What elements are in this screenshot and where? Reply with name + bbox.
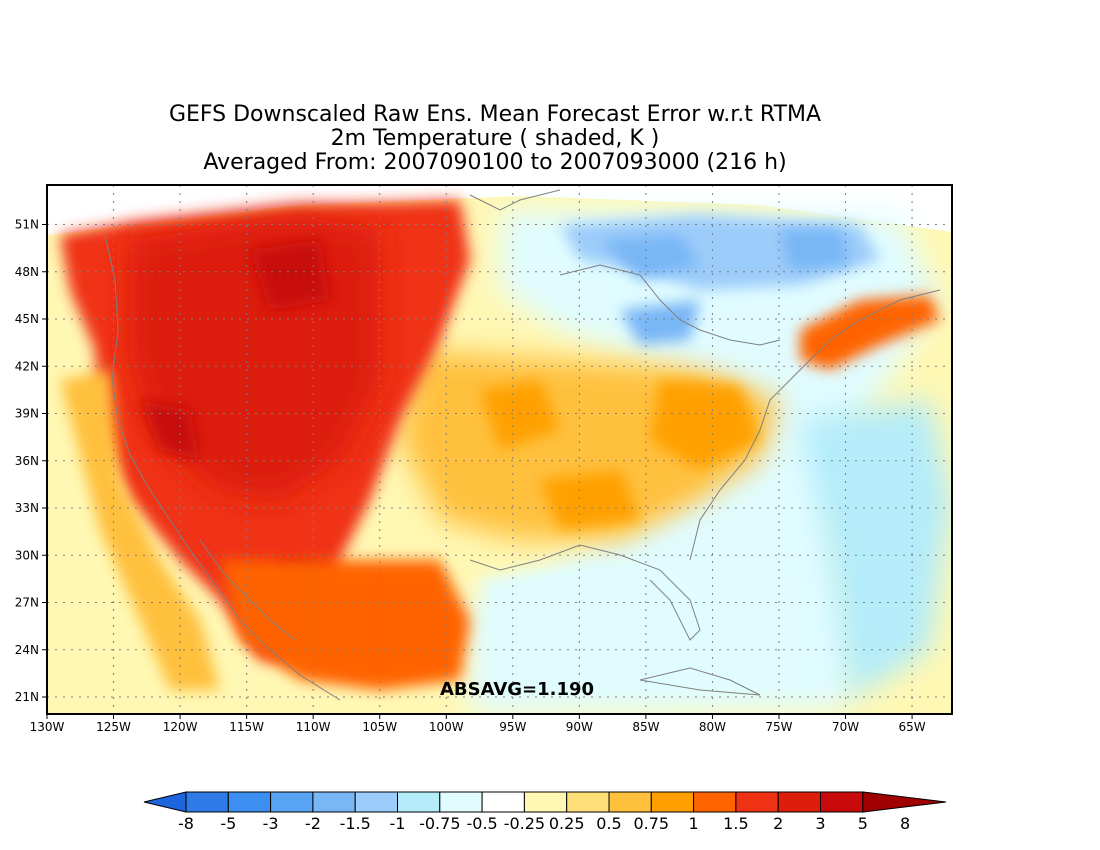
colorbar-label: 3 — [815, 814, 825, 833]
great-lakes-outline — [559, 264, 781, 346]
colorbar-box — [481, 791, 525, 813]
lakes-colder-region — [600, 228, 850, 345]
lon-tick-label: 125W — [96, 720, 131, 734]
lon-tick-label: 120W — [163, 720, 198, 734]
colorbar-box — [397, 791, 441, 813]
colorbar-label: 2 — [773, 814, 783, 833]
colorbar-label: -0.5 — [466, 814, 497, 833]
colorbar-box — [693, 791, 737, 813]
lon-tick-label: 70W — [832, 720, 859, 734]
temperature-field — [47, 196, 952, 714]
colorbar-label: -1 — [390, 814, 406, 833]
lat-tick-label: 30N — [15, 548, 39, 562]
lat-tick-label: 45N — [15, 312, 39, 326]
baja-coastline — [199, 539, 296, 641]
mexico-region — [220, 560, 470, 690]
title-line-1: GEFS Downscaled Raw Ens. Mean Forecast E… — [168, 102, 822, 127]
lat-tick-label: 42N — [15, 359, 39, 373]
colorbar-label: -1.5 — [340, 814, 371, 833]
colorbar-box — [439, 791, 483, 813]
colorbar-label: -8 — [178, 814, 194, 833]
colorbar-label: -2 — [305, 814, 321, 833]
colorbar-label: 0.5 — [596, 814, 621, 833]
colorbar-box — [735, 791, 779, 813]
lon-tick-label: 85W — [632, 720, 659, 734]
map-frame — [46, 184, 953, 715]
colorbar-min-arrow — [143, 791, 187, 813]
title-line-3: Averaged From: 2007090100 to 2007093000 … — [203, 150, 787, 175]
plains-orange-region — [480, 380, 760, 530]
colorbar-box — [312, 791, 356, 813]
colorbar-box — [777, 791, 822, 813]
colorbar-label: -3 — [263, 814, 279, 833]
west-coastline — [104, 234, 341, 701]
lat-tick-label: 36N — [15, 454, 39, 468]
colorbar-box — [185, 791, 229, 813]
northeast-warm-region — [800, 295, 940, 370]
lon-tick-label: 80W — [699, 720, 726, 734]
colorbar-label: 0.75 — [633, 814, 669, 833]
lat-tick-label: 24N — [15, 643, 39, 657]
lat-tick-label: 33N — [15, 501, 39, 515]
lon-tick-label: 130W — [30, 720, 65, 734]
cuba-outline — [639, 667, 761, 696]
lon-tick-label: 100W — [429, 720, 464, 734]
lat-tick-label: 51N — [15, 218, 39, 232]
colorbar: -8 -5 -3 -2 -1.5 -1 -0.75 -0.5 -0.25 0.25 0.5 0.75 1… — [143, 791, 947, 833]
graticule — [47, 185, 952, 714]
colorbar-label: 8 — [900, 814, 910, 833]
colorbar-box — [820, 791, 864, 813]
lon-tick-label: 90W — [566, 720, 593, 734]
coastlines — [104, 189, 941, 701]
colorbar-box — [523, 791, 568, 813]
lon-tick-label: 105W — [362, 720, 397, 734]
lon-tick-label: 75W — [765, 720, 792, 734]
title-line-2: 2m Temperature ( shaded, K ) — [330, 126, 660, 151]
colorbar-box — [608, 791, 652, 813]
colorbar-box — [650, 791, 695, 813]
colorbar-max-arrow — [862, 791, 947, 813]
colorbar-label: -0.25 — [504, 814, 545, 833]
colorbar-label: -0.75 — [419, 814, 460, 833]
lat-tick-label: 48N — [15, 265, 39, 279]
colorbar-label: 5 — [858, 814, 868, 833]
lat-tick-label: 21N — [15, 690, 39, 704]
colorbar-label: 1 — [689, 814, 699, 833]
lon-tick-label: 95W — [499, 720, 526, 734]
lon-tick-label: 110W — [296, 720, 331, 734]
colorbar-box — [354, 791, 399, 813]
colorbar-label: 0.25 — [549, 814, 585, 833]
colorbar-box — [270, 791, 314, 813]
gulf-coastline — [469, 544, 701, 641]
colorbar-box — [566, 791, 610, 813]
lat-tick-label: 39N — [15, 407, 39, 421]
colorbar-label: -5 — [220, 814, 236, 833]
colorbar-box — [227, 791, 272, 813]
absavg-annotation: ABSAVG=1.190 — [440, 679, 594, 700]
ocean-cool-region — [800, 400, 952, 700]
colorbar-label: 1.5 — [723, 814, 748, 833]
lon-tick-label: 65W — [899, 720, 926, 734]
lon-tick-label: 115W — [229, 720, 264, 734]
east-coastline — [689, 289, 941, 561]
lat-tick-label: 27N — [15, 596, 39, 610]
hudson-outline — [469, 189, 561, 211]
axis-ticks: 21N 24N 27N 30N 33N 36N 39N 42N 45N 48N 51N 130W 125… — [15, 218, 926, 735]
